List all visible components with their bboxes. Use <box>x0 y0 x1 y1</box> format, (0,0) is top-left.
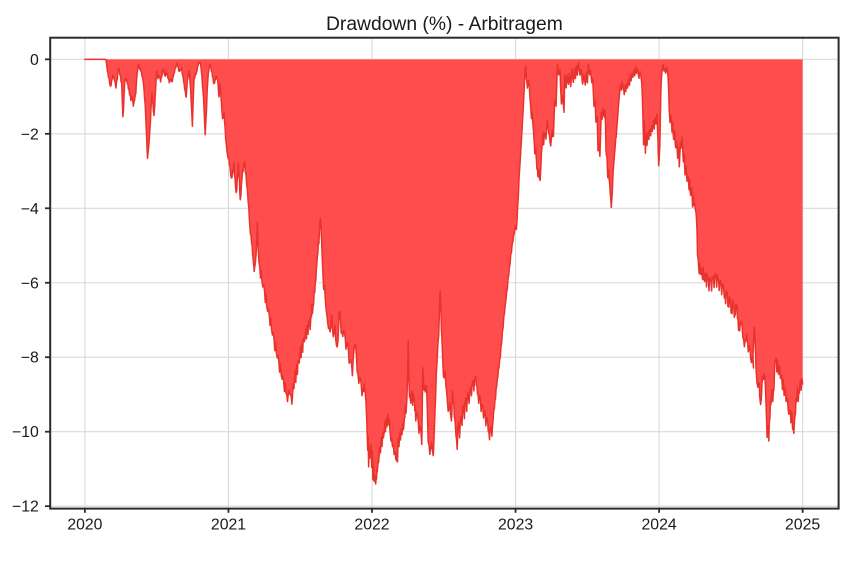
svg-text:2023: 2023 <box>498 517 533 534</box>
svg-text:Drawdown (%) - Arbitragem: Drawdown (%) - Arbitragem <box>326 14 563 35</box>
svg-text:−2: −2 <box>21 126 39 143</box>
svg-text:2024: 2024 <box>642 517 677 534</box>
svg-text:2021: 2021 <box>211 517 246 534</box>
svg-text:2025: 2025 <box>785 517 820 534</box>
svg-text:−8: −8 <box>21 350 39 367</box>
svg-text:−10: −10 <box>12 424 39 441</box>
svg-text:−12: −12 <box>12 499 39 516</box>
svg-text:−6: −6 <box>21 275 39 292</box>
svg-text:2022: 2022 <box>354 517 389 534</box>
svg-text:0: 0 <box>30 52 39 69</box>
svg-text:2020: 2020 <box>67 517 102 534</box>
svg-text:−4: −4 <box>21 201 39 218</box>
